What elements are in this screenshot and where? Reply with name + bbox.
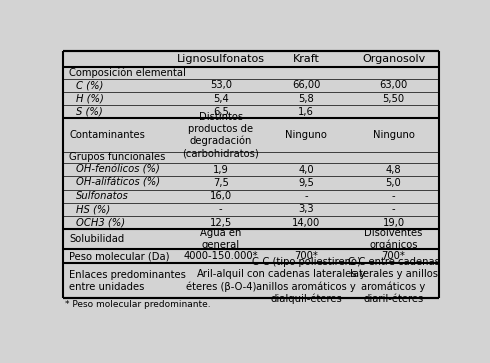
Text: Grupos funcionales: Grupos funcionales bbox=[69, 152, 166, 162]
Text: C-C (tipo poliestireno)
con cadenas laterales y
anillos aromáticos y
dialquil-ét: C-C (tipo poliestireno) con cadenas late… bbox=[247, 257, 366, 304]
Text: 700*: 700* bbox=[294, 251, 318, 261]
Text: 5,8: 5,8 bbox=[298, 94, 314, 103]
Text: 5,0: 5,0 bbox=[386, 178, 401, 188]
Text: -: - bbox=[392, 204, 395, 215]
Text: 1,9: 1,9 bbox=[213, 165, 229, 175]
Text: 16,0: 16,0 bbox=[210, 191, 232, 201]
Text: Aril-alquil
éteres (β-O-4): Aril-alquil éteres (β-O-4) bbox=[186, 269, 256, 292]
Text: 4,8: 4,8 bbox=[386, 165, 401, 175]
Text: -: - bbox=[304, 191, 308, 201]
Text: OH-fenólicos (%): OH-fenólicos (%) bbox=[75, 165, 160, 175]
Text: 63,00: 63,00 bbox=[379, 80, 408, 90]
Text: S (%): S (%) bbox=[75, 107, 102, 117]
Text: 66,00: 66,00 bbox=[292, 80, 320, 90]
Text: -: - bbox=[392, 191, 395, 201]
Text: 700*: 700* bbox=[382, 251, 405, 261]
Text: Lignosulfonatos: Lignosulfonatos bbox=[177, 54, 265, 64]
Text: -: - bbox=[219, 204, 222, 215]
Text: 3,3: 3,3 bbox=[298, 204, 314, 215]
Text: 7,5: 7,5 bbox=[213, 178, 229, 188]
Text: HS (%): HS (%) bbox=[75, 204, 110, 215]
Text: 19,0: 19,0 bbox=[383, 218, 405, 228]
Text: C-C entre cadenas
laterales y anillos
aromáticos y
diaril-éteres: C-C entre cadenas laterales y anillos ar… bbox=[347, 257, 440, 304]
Text: Distintos
productos de
degradación
(carbohidratos): Distintos productos de degradación (carb… bbox=[182, 112, 259, 158]
Text: H (%): H (%) bbox=[75, 94, 103, 103]
Text: 1,6: 1,6 bbox=[298, 107, 314, 117]
Text: 4000-150.000*: 4000-150.000* bbox=[183, 251, 258, 261]
Text: Disolventes
orgánicos: Disolventes orgánicos bbox=[365, 228, 423, 250]
Text: Sulfonatos: Sulfonatos bbox=[75, 191, 128, 201]
Text: 12,5: 12,5 bbox=[210, 218, 232, 228]
Text: OCH3 (%): OCH3 (%) bbox=[75, 218, 125, 228]
Text: C (%): C (%) bbox=[75, 80, 103, 90]
Text: Peso molecular (Da): Peso molecular (Da) bbox=[69, 251, 170, 261]
Text: 5,50: 5,50 bbox=[383, 94, 405, 103]
Text: Composición elemental: Composición elemental bbox=[69, 68, 186, 78]
Text: Ninguno: Ninguno bbox=[372, 130, 415, 140]
Text: * Peso molecular predominante.: * Peso molecular predominante. bbox=[65, 301, 211, 309]
Text: 5,4: 5,4 bbox=[213, 94, 229, 103]
Text: Solubilidad: Solubilidad bbox=[69, 234, 124, 244]
Text: 14,00: 14,00 bbox=[292, 218, 320, 228]
Text: 9,5: 9,5 bbox=[298, 178, 314, 188]
Text: Organosolv: Organosolv bbox=[362, 54, 425, 64]
Text: 53,0: 53,0 bbox=[210, 80, 232, 90]
Text: Agua en
general: Agua en general bbox=[200, 228, 242, 250]
Text: Ninguno: Ninguno bbox=[285, 130, 327, 140]
Text: OH-alifáticos (%): OH-alifáticos (%) bbox=[75, 178, 160, 188]
Text: Contaminantes: Contaminantes bbox=[69, 130, 145, 140]
Text: 6,5: 6,5 bbox=[213, 107, 229, 117]
Text: Kraft: Kraft bbox=[293, 54, 319, 64]
Text: Enlaces predominantes
entre unidades: Enlaces predominantes entre unidades bbox=[69, 270, 186, 291]
Text: 4,0: 4,0 bbox=[298, 165, 314, 175]
